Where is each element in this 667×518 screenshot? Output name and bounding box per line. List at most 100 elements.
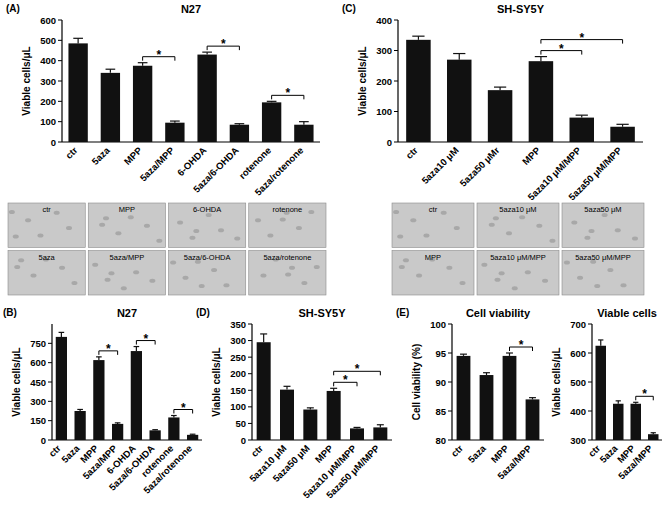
y-axis-title: Viable cells/μL: [211, 347, 222, 416]
bar: [613, 404, 624, 440]
y-tick: [448, 382, 452, 383]
error-cap: [171, 415, 177, 416]
y-tick-label: 600: [570, 348, 586, 359]
error-cap: [633, 402, 638, 403]
x-tick-label: ctr: [249, 442, 266, 459]
significance-bracket: *: [510, 338, 533, 352]
y-axis-title: Viable cells/μL: [21, 46, 32, 115]
y-tick-label: 0: [41, 435, 46, 446]
error-cap: [535, 56, 547, 57]
cell-texture: [144, 224, 150, 228]
bar: [262, 102, 281, 142]
y-tick: [248, 406, 252, 407]
chart-title: SH-SY5Y: [497, 3, 545, 15]
cell-texture: [489, 223, 495, 227]
chart-panel: N27(B)0150300450600750Viable cells/μLctr…: [3, 307, 202, 496]
micrograph: [477, 251, 559, 296]
error-bar: [190, 434, 196, 436]
bar: [488, 90, 513, 142]
cell-texture: [446, 266, 452, 270]
cell-texture: [99, 223, 105, 227]
y-tick-label: 500: [40, 35, 56, 46]
bar: [294, 125, 313, 142]
bar: [648, 434, 659, 440]
y-tick: [48, 420, 52, 421]
cell-texture: [189, 236, 195, 240]
marks: [457, 353, 540, 440]
error-cap: [651, 432, 656, 433]
y-tick: [448, 411, 452, 412]
x-tick-label: 5aza/MPP: [495, 442, 534, 481]
x-tick-label: MPP: [122, 144, 145, 167]
bar: [101, 73, 120, 142]
error-bar: [171, 416, 177, 418]
y-tick-label: 600: [30, 357, 46, 368]
bar: [75, 411, 86, 440]
x-tick-label: 5aza: [89, 144, 112, 167]
y-tick-label: 300: [40, 76, 56, 87]
cell-texture: [149, 279, 155, 283]
y-tick-label: 100: [376, 106, 392, 117]
panel-label: (A): [6, 3, 20, 14]
cell-texture: [71, 281, 77, 285]
cell-texture: [59, 266, 65, 270]
y-tick: [248, 373, 252, 374]
bar: [165, 123, 184, 142]
bar: [503, 356, 517, 440]
y-tick: [588, 411, 592, 412]
y-tick-label: 350: [230, 319, 246, 330]
marks: [68, 38, 313, 142]
bar: [187, 435, 198, 440]
cell-texture: [199, 284, 205, 288]
error-bar: [494, 87, 506, 90]
x-tick-label: 5aza50 μM/MPP: [324, 442, 382, 500]
bar: [197, 55, 216, 142]
chart-title: N27: [181, 3, 201, 15]
y-tick: [58, 60, 62, 61]
panel-label: (D): [196, 307, 210, 318]
error-cap: [106, 69, 116, 70]
error-cap: [73, 38, 83, 39]
significance-bracket: *: [143, 48, 175, 62]
cell-texture: [37, 233, 43, 237]
chart-title: N27: [117, 307, 137, 319]
error-stem: [263, 334, 264, 342]
panel-label: (E): [396, 307, 409, 318]
error-stem: [78, 38, 79, 43]
y-tick: [58, 101, 62, 102]
significance-label: *: [355, 362, 360, 376]
error-bar: [576, 115, 588, 117]
cell-texture: [14, 265, 20, 269]
cell-texture: [542, 279, 548, 283]
significance-label: *: [181, 401, 186, 415]
x-tick-label: MPP: [520, 144, 543, 167]
cell-texture: [128, 215, 134, 219]
error-cap: [460, 354, 467, 355]
y-tick: [248, 390, 252, 391]
cell-texture: [121, 286, 127, 290]
cell-texture: [9, 210, 15, 214]
micrograph-label: 5aza50 μM/MPP: [575, 253, 631, 262]
cell-texture: [13, 234, 19, 238]
error-cap: [616, 124, 628, 125]
error-bar: [453, 54, 465, 60]
micrograph-label: ctr: [42, 205, 51, 214]
cell-texture: [441, 211, 447, 215]
error-cap: [115, 422, 121, 423]
cell-texture: [308, 210, 314, 214]
cell-texture: [525, 270, 531, 274]
error-cap: [299, 121, 309, 122]
chart-panel: SH-SY5Y(C)0100200300400Viable cells/μLct…: [342, 3, 643, 202]
bar: [631, 404, 642, 440]
bar: [526, 399, 540, 440]
y-tick: [248, 423, 252, 424]
y-tick-label: 90: [435, 377, 446, 388]
bar: [168, 417, 179, 440]
x-tick-label: 5aza: [59, 442, 82, 465]
cell-texture: [260, 273, 266, 277]
bar: [230, 125, 249, 142]
error-cap: [260, 333, 267, 334]
error-bar: [267, 101, 277, 102]
significance-label: *: [519, 338, 524, 352]
x-tick-label: 5aza/MPP: [616, 442, 655, 481]
